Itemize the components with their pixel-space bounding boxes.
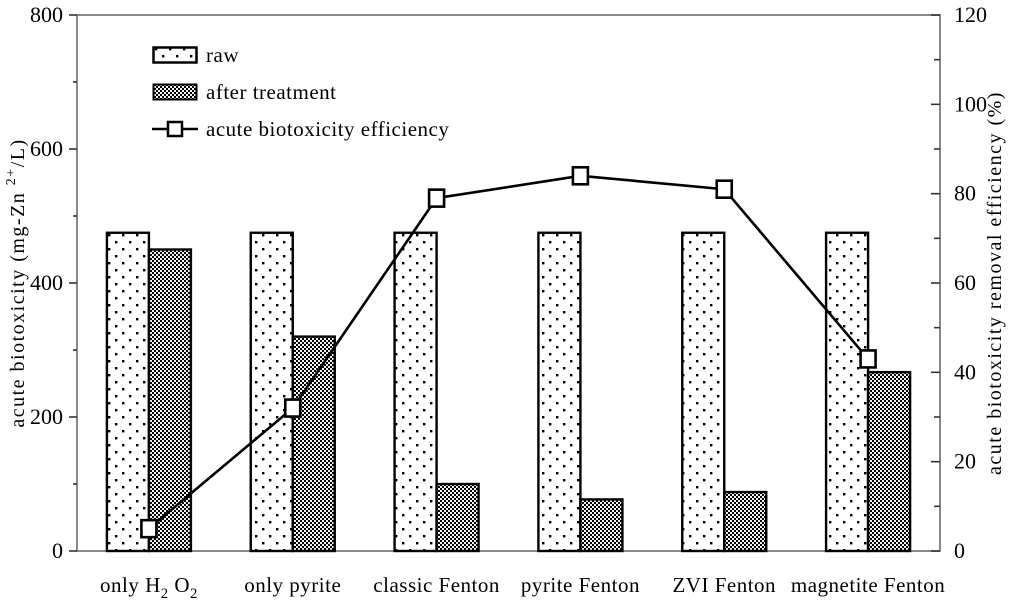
x-axis-category-label: pyrite Fenton: [521, 573, 640, 597]
bar-after-treatment-3: [579, 498, 624, 553]
legend-item-raw: raw: [152, 42, 449, 68]
right-axis-tick-label: 60: [954, 270, 976, 295]
legend-label-raw: raw: [206, 42, 239, 67]
x-axis-category-label: ZVI Fenton: [672, 573, 776, 597]
bar-after-treatment-4: [723, 490, 768, 553]
efficiency-marker-3: [571, 166, 590, 186]
left-axis-tick-label: 600: [30, 136, 63, 161]
bar-raw-5: [824, 231, 870, 553]
efficiency-line: [140, 166, 877, 539]
bars: [105, 231, 912, 553]
left-axis-tick-label: 0: [52, 538, 63, 563]
left-axis-title: acute biotoxicity (mg-Zn 2+/L): [4, 138, 29, 427]
efficiency-marker-4: [715, 179, 734, 199]
left-axis-tick-label: 400: [30, 270, 63, 295]
bar-raw-4: [681, 231, 726, 553]
x-axis-category-label: only H2 O2: [100, 573, 198, 602]
legend-label-efficiency: acute biotoxicity efficiency: [206, 116, 450, 141]
after-treatment-swatch-icon: [152, 83, 198, 101]
axis-text: 0 200 400 600 800 0 20 40 60 80 100 120 only H2 O2 on…: [4, 2, 1006, 602]
bar-raw-1: [249, 231, 294, 553]
axis-ticks: [69, 14, 940, 552]
bar-after-treatment-1: [291, 335, 336, 553]
right-axis-tick-label: 100: [954, 91, 987, 116]
bar-after-treatment-5: [866, 370, 912, 553]
bar-raw-0: [105, 231, 151, 553]
x-axis-category-label: magnetite Fenton: [791, 573, 945, 597]
efficiency-marker-2: [427, 188, 446, 208]
left-axis-tick-label: 800: [30, 2, 63, 27]
legend-item-after-treatment: after treatment: [152, 79, 449, 105]
x-axis-category-label: only pyrite: [244, 573, 341, 597]
legend: raw after treatment acute biotoxicity ef…: [152, 42, 449, 142]
right-axis-tick-label: 40: [954, 359, 976, 384]
bar-raw-3: [537, 231, 582, 553]
efficiency-marker-1: [283, 398, 302, 418]
right-axis-tick-label: 20: [954, 449, 976, 474]
left-axis-tick-label: 200: [30, 404, 63, 429]
legend-item-efficiency: acute biotoxicity efficiency: [152, 116, 449, 142]
right-axis-tick-label: 0: [954, 538, 965, 563]
efficiency-marker-0: [140, 518, 158, 539]
efficiency-marker-5: [859, 349, 877, 369]
x-axis-category-label: classic Fenton: [373, 573, 500, 597]
raw-swatch-icon: [152, 46, 198, 64]
right-axis-title: acute biotoxicity removal efficiency (%): [984, 91, 1006, 475]
right-axis-tick-label: 80: [954, 181, 976, 206]
bar-raw-2: [393, 231, 438, 553]
bar-after-treatment-2: [435, 482, 480, 553]
legend-label-after-treatment: after treatment: [206, 79, 337, 104]
bar-after-treatment-0: [147, 248, 193, 553]
right-axis-tick-label: 120: [954, 2, 987, 27]
efficiency-polyline: [148, 174, 870, 530]
efficiency-line-swatch-icon: [152, 120, 198, 138]
